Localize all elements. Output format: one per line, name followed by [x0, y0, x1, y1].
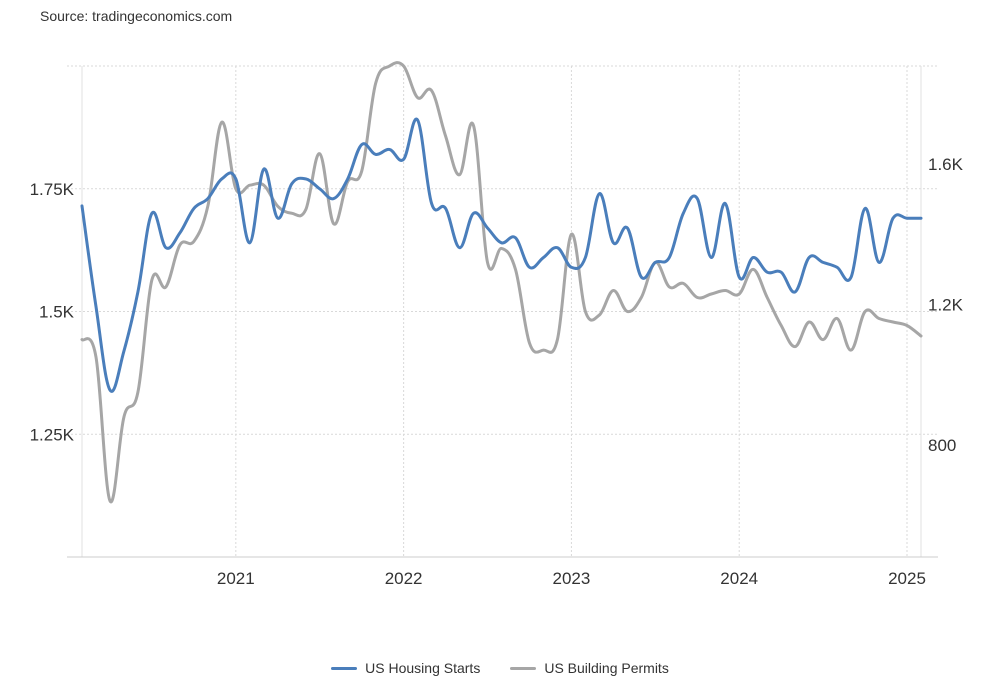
legend-label-building-permits: US Building Permits	[544, 660, 669, 676]
y-left-tick-label: 1.75K	[30, 180, 75, 199]
x-tick-label: 2021	[217, 569, 255, 588]
x-tick-label: 2025	[888, 569, 926, 588]
legend-item-housing-starts[interactable]: US Housing Starts	[331, 660, 480, 676]
x-tick-label: 2022	[385, 569, 423, 588]
legend-label-housing-starts: US Housing Starts	[365, 660, 481, 676]
y-left-tick-label: 1.25K	[30, 425, 75, 444]
legend-swatch-building-permits	[510, 666, 537, 670]
y-left-tick-label: 1.5K	[39, 303, 75, 322]
series-line-building-permits	[80, 61, 923, 504]
legend-item-building-permits[interactable]: US Building Permits	[510, 660, 669, 676]
y-right-tick-label: 1.6K	[928, 155, 964, 174]
series-line-housing-starts	[80, 117, 923, 393]
legend: US Housing Starts US Building Permits	[0, 660, 1000, 676]
x-tick-label: 2024	[720, 569, 758, 588]
source-label: Source: tradingeconomics.com	[40, 8, 233, 24]
legend-swatch-housing-starts	[331, 666, 358, 670]
y-right-tick-label: 800	[928, 436, 956, 455]
y-right-tick-label: 1.2K	[928, 295, 964, 314]
x-tick-label: 2023	[553, 569, 591, 588]
